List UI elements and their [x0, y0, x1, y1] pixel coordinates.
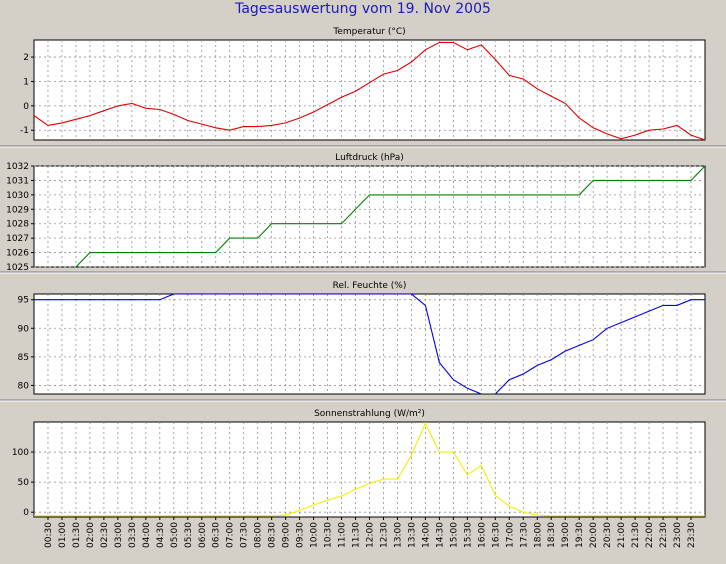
x-tick-label: 19:30: [575, 522, 585, 548]
x-tick-label: 23:00: [673, 522, 683, 548]
x-tick-label: 11:00: [338, 522, 348, 548]
page-title: Tagesauswertung vom 19. Nov 2005: [235, 1, 491, 17]
x-tick-label: 01:30: [72, 522, 82, 548]
x-tick-label: 15:00: [449, 522, 459, 548]
chart-panel: 80 85 90 95 Rel. Feuchte (%): [18, 281, 706, 395]
x-tick-label: 16:30: [491, 522, 501, 548]
y-tick-label: 0: [23, 102, 29, 112]
x-tick-label: 08:30: [268, 522, 278, 548]
y-tick-label: 1025: [6, 263, 29, 273]
y-tick-label: 1028: [6, 220, 29, 230]
x-tick-label: 17:30: [519, 522, 529, 548]
x-tick-label: 14:30: [435, 522, 445, 548]
x-tick-label: 20:30: [603, 522, 613, 548]
x-tick-label: 03:00: [114, 522, 124, 548]
series-line: [34, 294, 705, 394]
x-tick-label: 13:30: [407, 522, 417, 548]
x-tick-label: 23:30: [687, 522, 697, 548]
x-tick-label: 02:30: [100, 522, 110, 548]
y-tick-label: 90: [18, 324, 30, 334]
series-line: [34, 422, 705, 517]
y-tick-label: 1032: [6, 162, 29, 172]
x-tick-label: 21:00: [617, 522, 627, 548]
x-tick-label: 07:00: [226, 522, 236, 548]
x-tick-label: 09:30: [296, 522, 306, 548]
y-tick-label: 1030: [6, 191, 29, 201]
x-tick-label: 10:00: [310, 522, 320, 548]
x-tick-label: 19:00: [561, 522, 571, 548]
x-tick-label: 04:30: [156, 522, 166, 548]
y-tick-label: 100: [12, 448, 29, 458]
y-tick-label: 1: [23, 77, 29, 87]
x-tick-label: 00:30: [44, 522, 54, 548]
y-tick-label: 95: [18, 296, 29, 306]
x-tick-label: 12:00: [366, 522, 376, 548]
x-tick-label: 10:30: [324, 522, 334, 548]
x-tick-label: 12:30: [379, 522, 389, 548]
chart-title: Luftdruck (hPa): [335, 153, 404, 163]
chart-panel: 1025 1026 1027 1028 1029 1030 1031 1032 Luftdruc…: [6, 153, 706, 273]
x-tick-label: 15:30: [463, 522, 473, 548]
x-tick-label: 22:30: [659, 522, 669, 548]
chart-panel: 0 50 100 Sonnenstrahlung (W/m²): [12, 409, 706, 518]
x-tick-label: 09:00: [282, 522, 292, 548]
x-tick-label: 05:30: [184, 522, 194, 548]
x-tick-label: 08:00: [254, 522, 264, 548]
x-tick-label: 04:00: [142, 522, 152, 548]
chart-title: Temperatur (°C): [332, 27, 405, 37]
y-tick-label: 0: [23, 508, 29, 518]
x-tick-label: 18:30: [547, 522, 557, 548]
x-tick-label: 13:00: [393, 522, 403, 548]
y-tick-label: 2: [23, 53, 29, 63]
x-tick-label: 22:00: [645, 522, 655, 548]
y-tick-label: -1: [20, 126, 29, 136]
x-tick-label: 07:30: [240, 522, 250, 548]
x-tick-label: 01:00: [58, 522, 68, 548]
y-tick-label: 1029: [6, 205, 29, 215]
x-tick-label: 06:30: [212, 522, 222, 548]
x-tick-label: 06:00: [198, 522, 208, 548]
chart-title: Sonnenstrahlung (W/m²): [314, 409, 425, 419]
x-tick-label: 11:30: [352, 522, 362, 548]
x-tick-label: 18:00: [533, 522, 543, 548]
x-tick-label: 03:30: [128, 522, 138, 548]
series-line: [73, 166, 705, 267]
chart-title: Rel. Feuchte (%): [333, 281, 407, 291]
x-tick-label: 05:00: [170, 522, 180, 548]
y-tick-label: 1026: [6, 249, 29, 259]
x-tick-label: 02:00: [86, 522, 96, 548]
y-tick-label: 1027: [6, 234, 29, 244]
x-tick-label: 14:00: [421, 522, 431, 548]
x-tick-label: 21:30: [631, 522, 641, 548]
y-tick-label: 50: [18, 478, 30, 488]
series-line: [34, 41, 705, 140]
chart-panel: -1 0 1 2 Temperatur (°C): [20, 27, 706, 141]
y-tick-label: 1031: [6, 176, 29, 186]
x-tick-label: 16:00: [477, 522, 487, 548]
x-tick-label: 20:00: [589, 522, 599, 548]
y-tick-label: 85: [18, 353, 29, 363]
y-tick-label: 80: [18, 381, 30, 391]
x-tick-label: 17:00: [505, 522, 515, 548]
